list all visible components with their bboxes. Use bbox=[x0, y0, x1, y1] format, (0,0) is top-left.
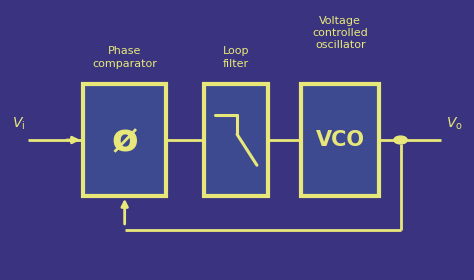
Text: Loop
filter: Loop filter bbox=[223, 46, 249, 69]
Text: Phase
comparator: Phase comparator bbox=[92, 46, 157, 69]
FancyBboxPatch shape bbox=[204, 84, 268, 196]
Text: $V_{\mathsf{i}}$: $V_{\mathsf{i}}$ bbox=[12, 115, 26, 132]
Text: VCO: VCO bbox=[316, 130, 365, 150]
Text: Voltage
controlled
oscillator: Voltage controlled oscillator bbox=[312, 16, 368, 50]
Circle shape bbox=[394, 136, 407, 144]
Text: ø: ø bbox=[111, 121, 138, 159]
Text: $V_{\mathsf{o}}$: $V_{\mathsf{o}}$ bbox=[446, 115, 463, 132]
FancyBboxPatch shape bbox=[301, 84, 379, 196]
FancyBboxPatch shape bbox=[83, 84, 166, 196]
